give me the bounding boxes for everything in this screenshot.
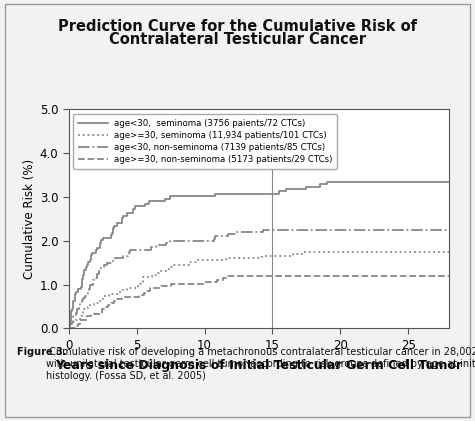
X-axis label: Years since Diagnosis of Initial Testicular Germ Cell Tumor: Years since Diagnosis of Initial Testicu… <box>55 359 463 372</box>
Text: Cumulative risk of developing a metachronous contralateral testicular cancer in : Cumulative risk of developing a metachro… <box>46 347 475 381</box>
Text: Prediction Curve for the Cumulative Risk of: Prediction Curve for the Cumulative Risk… <box>58 19 417 34</box>
Text: Figure 3.: Figure 3. <box>17 347 66 357</box>
Legend: age<30,  seminoma (3756 paients/72 CTCs), age>=30, seminoma (11,934 patients/101: age<30, seminoma (3756 paients/72 CTCs),… <box>73 114 337 169</box>
Y-axis label: Cumulative Risk (%): Cumulative Risk (%) <box>23 159 36 279</box>
Text: Contralateral Testicular Cancer: Contralateral Testicular Cancer <box>109 32 366 47</box>
